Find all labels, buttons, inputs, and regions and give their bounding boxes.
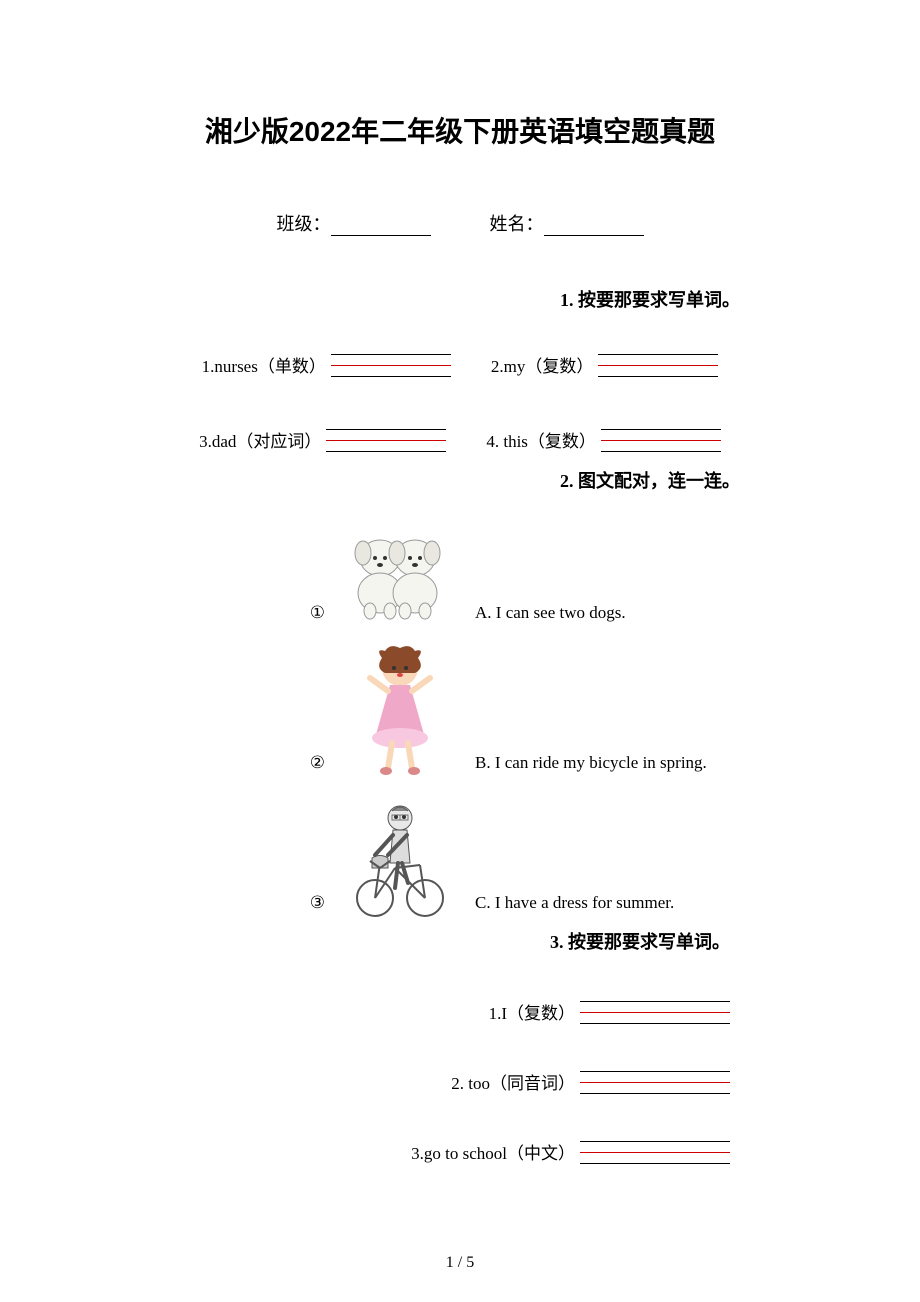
answer-blank[interactable] — [601, 407, 721, 452]
q2-row-1: ① — [170, 513, 750, 633]
q2-text-1: A. I can see two dogs. — [475, 603, 750, 633]
q2-row-2: ② B. I can ride my — [170, 643, 750, 783]
q1-row-2: 3.dad（对应词） 4. this（复数） — [170, 407, 750, 452]
q1-item-4: 4. this（复数） — [486, 407, 721, 452]
girl-dress-image — [340, 643, 460, 783]
section1-header: 1. 按要那要求写单词。 — [170, 286, 750, 312]
document-page: 湘少版2022年二年级下册英语填空题真题 班级： 姓名： 1. 按要那要求写单词… — [0, 0, 920, 1164]
q1-item-3: 3.dad（对应词） — [199, 407, 446, 452]
dogs-image — [340, 513, 460, 633]
answer-blank[interactable] — [580, 1044, 730, 1094]
answer-blank[interactable] — [598, 332, 718, 377]
q3-item-1: 1.I（复数） — [170, 974, 750, 1024]
q2-num-3: ③ — [295, 893, 325, 923]
q2-num-2: ② — [295, 753, 325, 783]
answer-blank[interactable] — [580, 1114, 730, 1164]
q1-label-4: 4. this（复数） — [486, 427, 596, 452]
q2-text-2: B. I can ride my bicycle in spring. — [475, 753, 750, 783]
q1-row-1: 1.nurses（单数） 2.my（复数） — [170, 332, 750, 377]
answer-blank[interactable] — [326, 407, 446, 452]
name-label: 姓名： — [490, 210, 544, 236]
q3-item-3: 3.go to school（中文） — [170, 1114, 750, 1164]
q1-item-2: 2.my（复数） — [491, 332, 718, 377]
class-blank[interactable] — [331, 218, 431, 236]
q2-row-3: ③ — [170, 793, 750, 923]
q2-container: ① — [170, 513, 750, 923]
section3-header: 3. 按要那要求写单词。 — [170, 928, 750, 954]
q3-label-3: 3.go to school（中文） — [411, 1139, 575, 1164]
name-blank[interactable] — [544, 218, 644, 236]
form-row: 班级： 姓名： — [170, 210, 750, 236]
class-label: 班级： — [277, 210, 331, 236]
q2-text-3: C. I have a dress for summer. — [475, 893, 750, 923]
q1-label-3: 3.dad（对应词） — [199, 427, 321, 452]
section2-header: 2. 图文配对，连一连。 — [170, 467, 750, 493]
answer-blank[interactable] — [331, 332, 451, 377]
page-title: 湘少版2022年二年级下册英语填空题真题 — [170, 110, 750, 150]
answer-blank[interactable] — [580, 974, 730, 1024]
q1-label-1: 1.nurses（单数） — [202, 352, 326, 377]
q3-label-2: 2. too（同音词） — [451, 1069, 575, 1094]
q3-item-2: 2. too（同音词） — [170, 1044, 750, 1094]
q1-label-2: 2.my（复数） — [491, 352, 593, 377]
q1-item-1: 1.nurses（单数） — [202, 332, 451, 377]
q2-num-1: ① — [295, 603, 325, 633]
q3-label-1: 1.I（复数） — [489, 999, 575, 1024]
bicycle-image — [340, 793, 460, 923]
page-number: 1 / 5 — [0, 1254, 920, 1272]
